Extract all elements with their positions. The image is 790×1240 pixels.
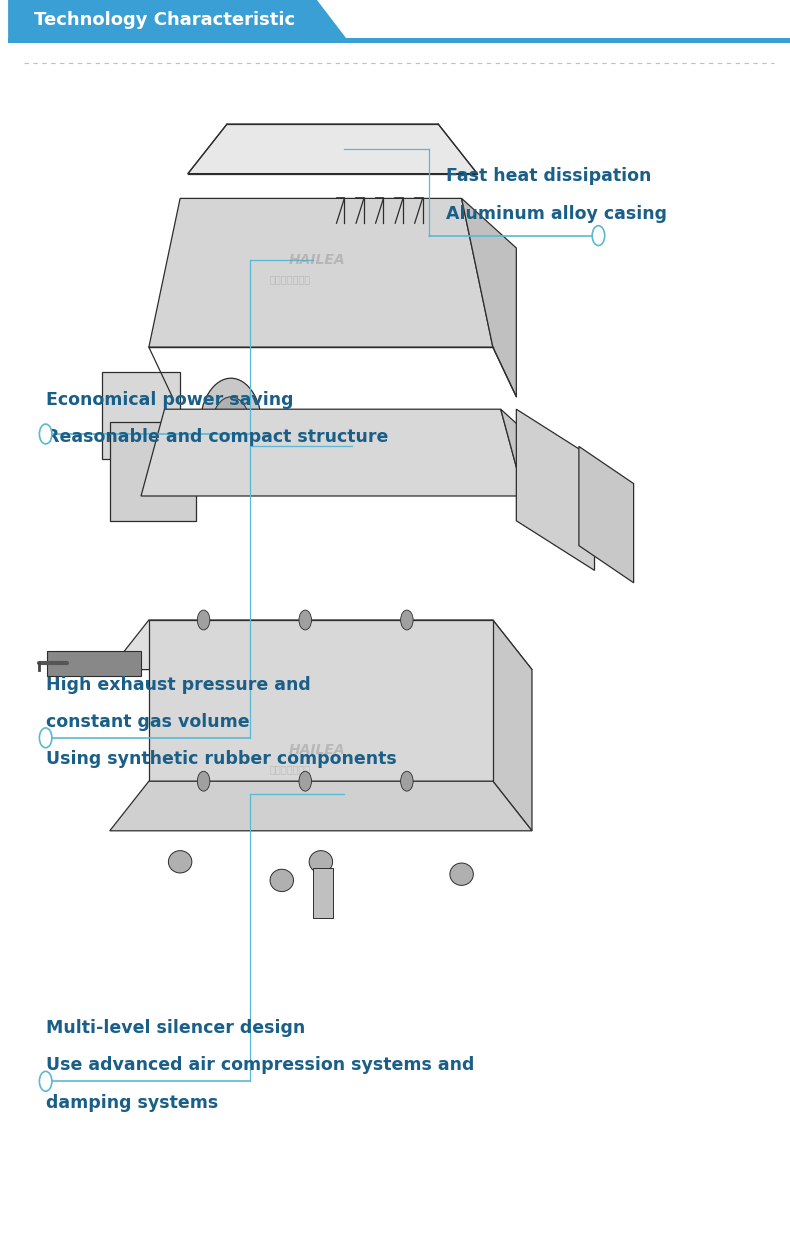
Text: 海利百万旗舰店: 海利百万旗舰店 [269,274,310,284]
Text: Economical power saving: Economical power saving [46,391,293,409]
Text: Reasonable and compact structure: Reasonable and compact structure [46,428,388,446]
Polygon shape [579,446,634,583]
Circle shape [299,771,311,791]
Circle shape [592,226,604,246]
Polygon shape [149,620,493,781]
Text: damping systems: damping systems [46,1094,218,1112]
Polygon shape [517,409,595,570]
Ellipse shape [168,851,192,873]
Text: High exhaust pressure and: High exhaust pressure and [46,676,310,694]
Circle shape [40,1071,52,1091]
Polygon shape [110,422,196,521]
Polygon shape [493,620,532,831]
Polygon shape [102,372,180,459]
Circle shape [299,610,311,630]
Text: HAILEA: HAILEA [288,253,345,268]
Polygon shape [188,124,477,174]
Ellipse shape [450,863,473,885]
Polygon shape [110,781,532,831]
Circle shape [40,728,52,748]
Text: Technology Characteristic: Technology Characteristic [34,11,295,30]
Polygon shape [8,0,348,41]
Circle shape [198,610,210,630]
Polygon shape [141,409,524,496]
Ellipse shape [360,415,431,477]
Polygon shape [149,198,493,347]
Circle shape [200,378,262,477]
Text: Multi-level silencer design: Multi-level silencer design [46,1019,305,1038]
Text: 海利百万旗舰店: 海利百万旗舰店 [269,764,310,774]
Polygon shape [47,651,141,676]
Circle shape [401,771,413,791]
Polygon shape [461,198,517,397]
Circle shape [40,424,52,444]
Circle shape [198,771,210,791]
Text: constant gas volume: constant gas volume [46,713,250,732]
Circle shape [401,610,413,630]
Circle shape [212,397,250,459]
Ellipse shape [270,869,294,892]
Bar [313,868,333,918]
Text: HAILEA: HAILEA [288,743,345,758]
Polygon shape [501,409,555,546]
Text: Use advanced air compression systems and: Use advanced air compression systems and [46,1056,474,1075]
Text: Fast heat dissipation: Fast heat dissipation [446,167,651,186]
Polygon shape [110,620,532,670]
Text: Using synthetic rubber components: Using synthetic rubber components [46,750,397,769]
Ellipse shape [309,851,333,873]
Text: Aluminum alloy casing: Aluminum alloy casing [446,205,667,223]
Bar [8,37,790,42]
